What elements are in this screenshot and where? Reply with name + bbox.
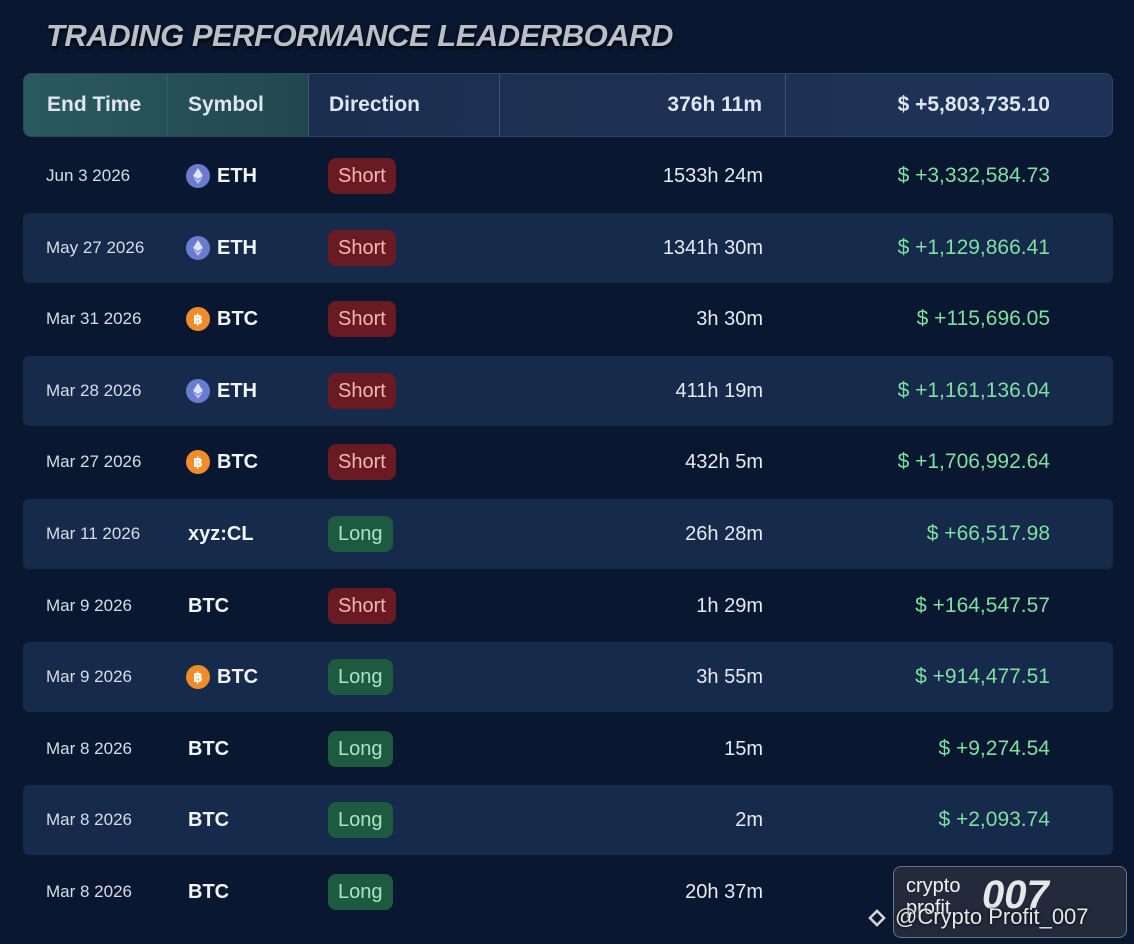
table-row: Jun 3 2026 ETH Short 1533h 24m $ +3,332,584.… <box>23 141 1113 211</box>
end-time: Mar 28 2026 <box>46 380 142 400</box>
direction-badge: Short <box>328 587 396 624</box>
symbol: ETH <box>217 379 257 402</box>
end-time: Jun 3 2026 <box>46 166 131 185</box>
pnl: $ +9,274.54 <box>938 736 1050 760</box>
direction-badge: Short <box>328 372 396 409</box>
table-row: Mar 8 2026 BTC Long 20h 37m <box>23 857 1113 927</box>
end-time: Mar 31 2026 <box>46 309 142 329</box>
duration: 20h 37m <box>685 881 763 903</box>
column-header: $ +5,803,735.10 <box>897 93 1050 116</box>
symbol: ETH <box>217 236 257 259</box>
pnl: $ +66,517.98 <box>926 522 1050 545</box>
symbol-icon: ฿ <box>186 307 210 332</box>
duration: 15m <box>724 737 763 760</box>
symbol-icon <box>186 235 210 260</box>
duration: 432h 5m <box>685 451 763 474</box>
direction-badge: Short <box>328 444 396 481</box>
table-row: Mar 27 2026 ฿ BTC Short 432h 5m $ +1,706,992.… <box>23 427 1113 497</box>
pnl: $ +914,477.51 <box>915 665 1050 689</box>
svg-text:฿: ฿ <box>193 670 203 686</box>
end-time: Mar 9 2026 <box>46 667 132 687</box>
pnl: $ +2,093.74 <box>938 808 1050 832</box>
pnl: $ +1,706,992.64 <box>897 450 1050 474</box>
direction-badge: Long <box>328 730 393 767</box>
table-row: May 27 2026 ETH Short 1341h 30m $ +1,129,866… <box>23 212 1113 283</box>
watermark-mark: 007 <box>982 873 1049 917</box>
watermark-handle: @Crypto Profit_007 <box>895 904 1089 929</box>
column-separator <box>308 74 309 136</box>
pnl: $ +3,332,584.73 <box>897 164 1050 187</box>
svg-text:฿: ฿ <box>193 312 203 328</box>
end-time: Mar 9 2026 <box>46 595 132 615</box>
pnl: $ +115,696.05 <box>916 307 1050 331</box>
pnl: $ +1,129,866.41 <box>897 235 1050 259</box>
direction-badge: Long <box>328 802 393 839</box>
pnl: $ +164,547.57 <box>915 593 1050 617</box>
table-row: Mar 11 2026 xyz:CL Long 26h 28m $ +66,517.98 <box>23 499 1113 569</box>
table-header: End Time Symbol Direction 376h 11m $ +5,803,… <box>23 73 1113 137</box>
symbol-icon <box>186 164 210 188</box>
duration: 3h 55m <box>696 666 763 689</box>
column-header: 376h 11m <box>667 93 762 116</box>
symbol-icon: ฿ <box>186 665 210 690</box>
direction-badge: Short <box>328 301 396 338</box>
direction-badge: Long <box>328 516 393 552</box>
end-time: Mar 8 2026 <box>46 810 132 830</box>
duration: 1533h 24m <box>662 165 763 187</box>
symbol: xyz:CL <box>188 523 254 545</box>
page-title: TRADING PERFORMANCE LEADERBOARD <box>46 18 673 53</box>
table-row: Mar 8 2026 BTC Long 2m $ +2,093.74 <box>23 785 1113 856</box>
symbol-icon <box>186 378 210 403</box>
end-time: May 27 2026 <box>46 237 145 257</box>
symbol-icon: ฿ <box>186 450 210 475</box>
column-header: End Time <box>47 93 142 116</box>
svg-text:฿: ฿ <box>193 455 203 471</box>
symbol: BTC <box>188 594 230 617</box>
symbol: BTC <box>217 666 259 689</box>
symbol: ETH <box>217 165 257 187</box>
symbol: BTC <box>188 881 230 903</box>
column-header: Symbol <box>188 93 264 116</box>
duration: 26h 28m <box>685 523 763 545</box>
symbol: BTC <box>217 451 259 474</box>
column-header: Direction <box>329 93 421 116</box>
direction-badge: Long <box>328 659 393 696</box>
symbol: BTC <box>188 737 230 760</box>
table-row: Mar 28 2026 ETH Short 411h 19m $ +1,161,136.… <box>23 355 1113 426</box>
column-separator <box>785 74 786 136</box>
table-row: Mar 31 2026 ฿ BTC Short 3h 30m $ +115,696.05 <box>23 284 1113 354</box>
duration: 2m <box>735 809 763 832</box>
direction-badge: Short <box>328 158 396 194</box>
end-time: Mar 8 2026 <box>46 738 132 758</box>
duration: 3h 30m <box>696 308 763 331</box>
end-time: Mar 11 2026 <box>46 524 141 543</box>
symbol: BTC <box>217 308 259 331</box>
table-row: Mar 9 2026 ฿ BTC Long 3h 55m $ +914,477.51 <box>23 642 1113 713</box>
watermark-brand: crypto profit <box>906 875 961 919</box>
duration: 1h 29m <box>696 594 763 617</box>
watermark: crypto profit 007 <box>893 866 1127 938</box>
column-separator <box>167 74 168 136</box>
pnl: $ +1,161,136.04 <box>897 378 1050 402</box>
column-separator <box>499 74 500 136</box>
table-row: Mar 8 2026 BTC Long 15m $ +9,274.54 <box>23 714 1113 784</box>
direction-badge: Long <box>328 874 393 910</box>
end-time: Mar 27 2026 <box>46 452 142 472</box>
table-row: Mar 9 2026 BTC Short 1h 29m $ +164,547.57 <box>23 571 1113 641</box>
duration: 411h 19m <box>675 379 763 402</box>
symbol: BTC <box>188 809 230 832</box>
watermark-logo <box>868 909 886 927</box>
end-time: Mar 8 2026 <box>46 882 132 901</box>
direction-badge: Short <box>328 229 396 266</box>
duration: 1341h 30m <box>662 236 763 259</box>
